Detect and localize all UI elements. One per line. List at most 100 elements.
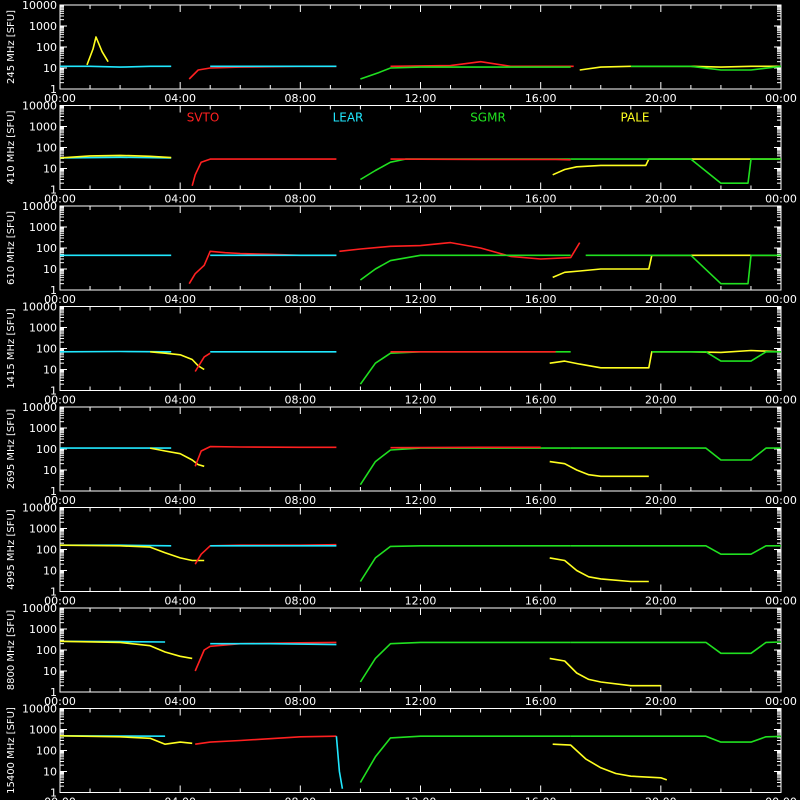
x-tick-label: 12:00 [405,494,437,507]
y-tick-label: 1 [50,586,57,599]
y-tick-label: 10000 [22,401,57,414]
series-line-pale [86,36,109,66]
x-tick-label: 20:00 [645,796,677,800]
series-line-sgmr [360,66,571,80]
series-line-pale [552,158,781,176]
series-line-pale [60,735,193,745]
x-tick-label: 00:00 [44,394,76,407]
series-line-svto [194,445,337,467]
y-tick-label: 1000 [29,221,57,234]
y-tick-label: 10 [43,163,57,176]
x-tick-label: 04:00 [164,394,196,407]
series-line-svto [390,60,574,68]
x-tick-label: 12:00 [405,595,437,608]
series-line-pale [60,544,205,562]
panel-frame [59,205,782,291]
y-tick-label: 1 [50,485,57,498]
series-line-sgmr [570,641,781,655]
legend-item-pale: PALE [621,111,650,125]
series-line-sgmr [570,545,781,555]
y-tick-label: 100 [36,242,57,255]
y-tick-label: 1 [50,385,57,398]
panel-frame [59,105,782,190]
y-tick-label: 1 [50,686,57,699]
y-axis-label: 2695 MHz [SFU] [6,409,17,490]
series-group [60,241,781,285]
y-tick-label: 10 [43,665,57,678]
y-tick-label: 100 [36,142,57,155]
panel-frame [59,607,782,693]
y-tick-label: 100 [36,544,57,557]
series-line-sgmr [585,254,781,285]
y-tick-label: 1000 [29,724,57,737]
y-tick-label: 1 [50,83,57,96]
series-group [60,445,781,486]
y-tick-label: 100 [36,443,57,456]
series-line-pale [549,460,649,478]
panel-1: 1 10 100 1000 10000 00:00 04:00 08:00 12:00 16:00… [6,100,797,206]
y-tick-label: 100 [36,41,57,54]
series-line-lear [210,642,337,646]
y-tick-label: 10000 [22,301,57,314]
y-tick-label: 10000 [22,0,57,12]
x-tick-label: 00:00 [44,494,76,507]
x-tick-label: 04:00 [164,695,196,708]
series-line-svto [195,735,337,745]
y-tick-label: 100 [36,745,57,758]
panel-3: 1 10 100 1000 10000 00:00 04:00 08:00 12:00 16:00… [6,301,797,407]
x-tick-label: 16:00 [525,695,557,708]
series-line-svto [390,158,571,161]
y-axis-label: 610 MHz [SFU] [6,211,17,285]
x-tick-label: 00:00 [765,494,797,507]
y-axis-label: 245 MHz [SFU] [6,10,17,84]
x-tick-label: 12:00 [405,796,437,800]
x-tick-label: 00:00 [44,92,76,105]
y-tick-label: 10000 [22,502,57,515]
x-tick-label: 00:00 [44,796,76,800]
x-tick-label: 16:00 [525,92,557,105]
x-tick-label: 20:00 [645,494,677,507]
x-tick-label: 04:00 [164,193,196,206]
series-line-pale [549,349,781,369]
series-line-pale [552,254,781,279]
x-tick-label: 08:00 [284,796,316,800]
x-tick-label: 16:00 [525,595,557,608]
x-tick-label: 04:00 [164,92,196,105]
series-line-lear [60,65,172,68]
panel-frame [59,306,782,391]
panel-5: 1 10 100 1000 10000 00:00 04:00 08:00 12:00 16:00… [6,502,797,608]
y-tick-label: 10 [43,766,57,779]
x-tick-label: 16:00 [525,193,557,206]
series-line-svto [194,543,337,565]
x-tick-label: 12:00 [405,394,437,407]
y-tick-label: 1000 [29,422,57,435]
series-group [60,543,781,583]
series-line-sgmr [359,641,571,683]
x-tick-label: 20:00 [645,92,677,105]
panel-6: 1 10 100 1000 10000 00:00 04:00 08:00 12:00 16:00… [6,602,797,708]
x-tick-label: 12:00 [405,695,437,708]
y-tick-label: 10000 [22,100,57,113]
x-tick-label: 08:00 [284,92,316,105]
panel-4: 1 10 100 1000 10000 00:00 04:00 08:00 12:00 16:00… [6,401,797,507]
panel-2: 1 10 100 1000 10000 00:00 04:00 08:00 12:00 16:00… [6,200,797,306]
x-tick-label: 16:00 [525,796,557,800]
y-tick-label: 10 [43,62,57,75]
y-tick-label: 1 [50,787,57,800]
y-tick-label: 100 [36,343,57,356]
x-tick-label: 16:00 [525,494,557,507]
series-line-sgmr [570,158,781,184]
x-tick-label: 08:00 [284,494,316,507]
series-group [60,640,781,687]
panel-frame [59,708,782,793]
series-line-sgmr [359,735,571,783]
y-tick-label: 10000 [22,602,57,615]
x-tick-label: 08:00 [284,293,316,306]
panel-frame [59,507,782,592]
panel-0: 1 10 100 1000 10000 00:00 04:00 08:00 12:00 16:00… [6,0,797,105]
x-tick-label: 20:00 [645,193,677,206]
series-line-sgmr [651,351,781,362]
x-tick-label: 12:00 [405,92,437,105]
series-line-pale [150,351,205,371]
